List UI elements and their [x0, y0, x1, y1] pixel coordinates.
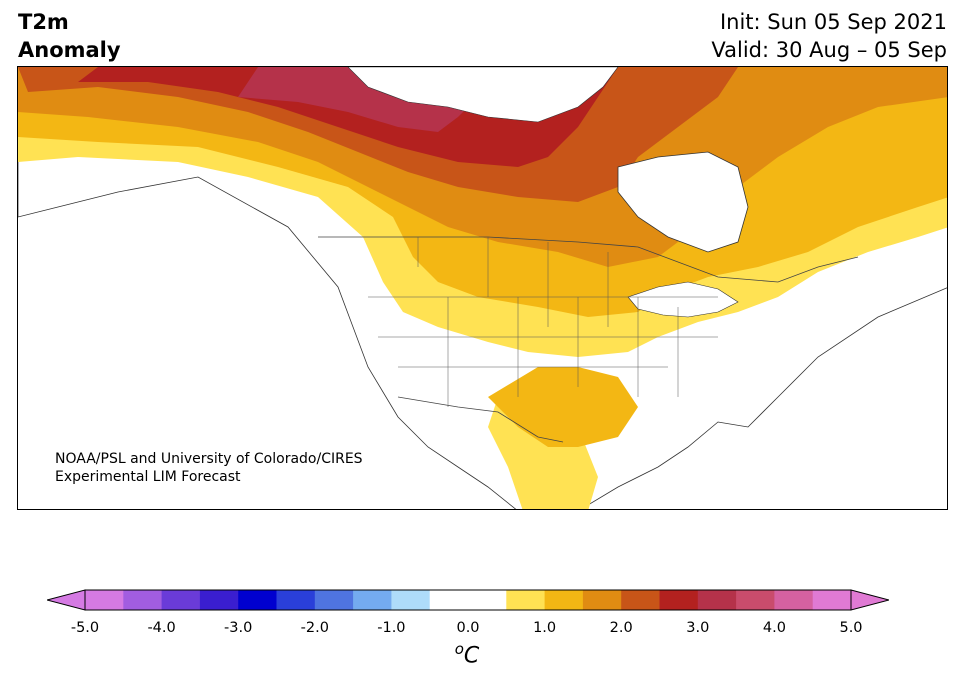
colorbar-tick-label: 0.0	[456, 620, 480, 636]
colorbar-tick-label: 2.0	[609, 620, 633, 636]
colorbar-segment	[697, 590, 737, 610]
colorbar-segment	[736, 590, 775, 610]
colorbar	[47, 589, 889, 611]
colorbar-segment	[161, 590, 201, 610]
mexico-border	[397, 396, 564, 443]
colorbar-tick-label: -1.0	[377, 620, 406, 636]
colorbar-segment	[314, 590, 354, 610]
great-lakes	[627, 281, 739, 318]
colorbar-frame	[84, 589, 852, 611]
hudson-bay	[617, 151, 749, 253]
colorbar-segment	[391, 590, 431, 610]
colorbar-tick-label: 4.0	[762, 620, 786, 636]
degree-symbol: o	[454, 640, 464, 658]
state-lines	[368, 237, 718, 407]
colorbar-tick-label: -4.0	[147, 620, 176, 636]
map-canvas	[18, 67, 947, 509]
init-date: Init: Sun 05 Sep 2021	[719, 10, 947, 34]
anomaly-map	[17, 66, 948, 510]
colorbar-tick-label: 3.0	[686, 620, 710, 636]
colorbar-segment	[774, 590, 814, 610]
colorbar-tick-label: -2.0	[300, 620, 329, 636]
colorbar-tick-label: -5.0	[70, 620, 100, 636]
colorbar-unit: oC	[455, 640, 480, 668]
colorbar-tick-labels: -5.0 -4.0 -3.0 -2.0 -1.0 0.0 1.0 2.0 3.0 4.0 5.0	[0, 620, 959, 642]
colorbar-segment	[353, 590, 392, 610]
colorbar-segment	[582, 590, 622, 610]
valid-range: Valid: 30 Aug – 05 Sep	[711, 38, 947, 62]
colorbar-tick-label: 5.0	[839, 620, 863, 636]
colorbar-segment	[468, 590, 507, 610]
credit-line-2: Experimental LIM Forecast	[55, 469, 241, 485]
colorbar-segment	[199, 590, 239, 610]
colorbar-segment	[85, 590, 124, 610]
credit-text: NOAA/PSL and University of Colorado/CIRE…	[55, 450, 363, 486]
colorbar-over-arrow	[850, 589, 889, 611]
colorbar-segment	[621, 590, 660, 610]
colorbar-segment	[238, 590, 277, 610]
colorbar-segment	[276, 590, 316, 610]
colorbar-segment	[506, 590, 546, 610]
arctic-water	[347, 67, 619, 123]
title-line-1: T2m	[18, 10, 69, 34]
title-line-2: Anomaly	[18, 38, 121, 62]
colorbar-segment	[812, 590, 852, 610]
credit-line-1: NOAA/PSL and University of Colorado/CIRE…	[55, 451, 363, 467]
colorbar-tick-label: 1.0	[533, 620, 557, 636]
colorbar-segment	[429, 590, 469, 610]
us-canada-border	[318, 236, 859, 283]
colorbar-tick-label: -3.0	[224, 620, 253, 636]
forecast-dates: Init: Sun 05 Sep 2021 Valid: 30 Aug – 05…	[711, 8, 947, 64]
colorbar-segment	[544, 590, 584, 610]
map-title: T2m Anomaly	[18, 8, 121, 64]
unit-letter: C	[463, 643, 480, 669]
colorbar-segment	[659, 590, 699, 610]
colorbar-under-arrow	[47, 589, 86, 611]
colorbar-segment	[123, 590, 163, 610]
